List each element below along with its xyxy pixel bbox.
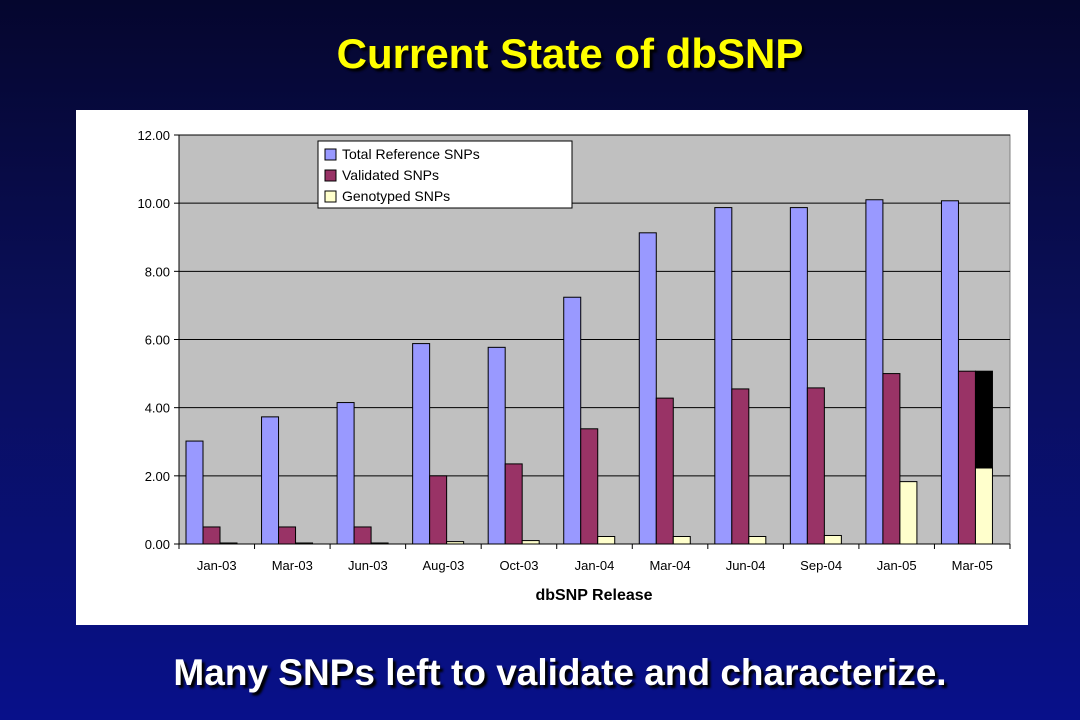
bar — [261, 416, 280, 545]
x-tick-label: Oct-03 — [499, 558, 538, 573]
legend-swatch — [324, 169, 337, 182]
bar — [563, 296, 582, 545]
bar — [940, 200, 959, 545]
y-tick-label: 2.00 — [145, 469, 170, 484]
chart-panel: 0.00 2.00 4.00 6.00 8.00 10.00 12.00 Jan-03 Mar-… — [76, 110, 1028, 625]
highlight-bar — [974, 370, 993, 469]
bar — [597, 536, 616, 545]
bar — [714, 207, 733, 545]
x-tick-label: Aug-03 — [422, 558, 464, 573]
bar — [185, 440, 204, 545]
slide-subtitle: Many SNPs left to validate and character… — [173, 652, 947, 693]
y-tick-label: 10.00 — [137, 196, 170, 211]
bar — [865, 199, 884, 545]
x-tick-label: Jun-03 — [348, 558, 388, 573]
bar — [974, 467, 993, 545]
legend-swatch — [324, 148, 337, 161]
bar — [580, 428, 599, 545]
bar-chart: 0.00 2.00 4.00 6.00 8.00 10.00 12.00 Jan-03 Mar-… — [137, 128, 1011, 604]
x-tick-label: Mar-05 — [952, 558, 993, 573]
y-tick-label: 8.00 — [145, 264, 170, 279]
y-tick-label: 12.00 — [137, 128, 170, 143]
bar — [487, 346, 506, 545]
y-tick-label: 6.00 — [145, 333, 170, 348]
legend-label: Genotyped SNPs — [342, 188, 450, 204]
y-tick-label: 4.00 — [145, 401, 170, 416]
legend-label: Total Reference SNPs — [342, 146, 480, 162]
bar — [336, 402, 355, 545]
x-tick-label: Jan-04 — [575, 558, 615, 573]
bar — [731, 388, 750, 545]
x-tick-label: Jun-04 — [726, 558, 766, 573]
y-tick-label: 0.00 — [145, 537, 170, 552]
bar — [672, 536, 691, 545]
bar — [638, 232, 657, 545]
x-axis-title: dbSNP Release — [535, 587, 652, 604]
slide-title: Current State of dbSNP — [336, 30, 804, 77]
bar — [899, 481, 918, 545]
legend-box — [317, 140, 573, 209]
bar — [278, 526, 297, 545]
bar — [429, 475, 448, 545]
bar — [806, 387, 825, 545]
bar — [748, 536, 767, 545]
x-tick-label: Mar-03 — [272, 558, 313, 573]
bar — [882, 373, 901, 545]
bar — [353, 526, 372, 545]
bar — [789, 207, 808, 545]
bar — [655, 397, 674, 545]
legend-label: Validated SNPs — [342, 167, 439, 183]
x-tick-label: Jan-05 — [877, 558, 917, 573]
x-tick-label: Jan-03 — [197, 558, 237, 573]
bar — [957, 370, 976, 545]
bar — [412, 343, 431, 545]
bar — [521, 540, 540, 545]
legend: Total Reference SNPs Validated SNPs Genoty… — [317, 140, 573, 209]
legend-swatch — [324, 190, 337, 203]
x-tick-label: Sep-04 — [800, 558, 842, 573]
x-tick-label: Mar-04 — [649, 558, 690, 573]
bar — [823, 534, 842, 545]
bar — [504, 463, 523, 545]
bar — [202, 526, 221, 545]
